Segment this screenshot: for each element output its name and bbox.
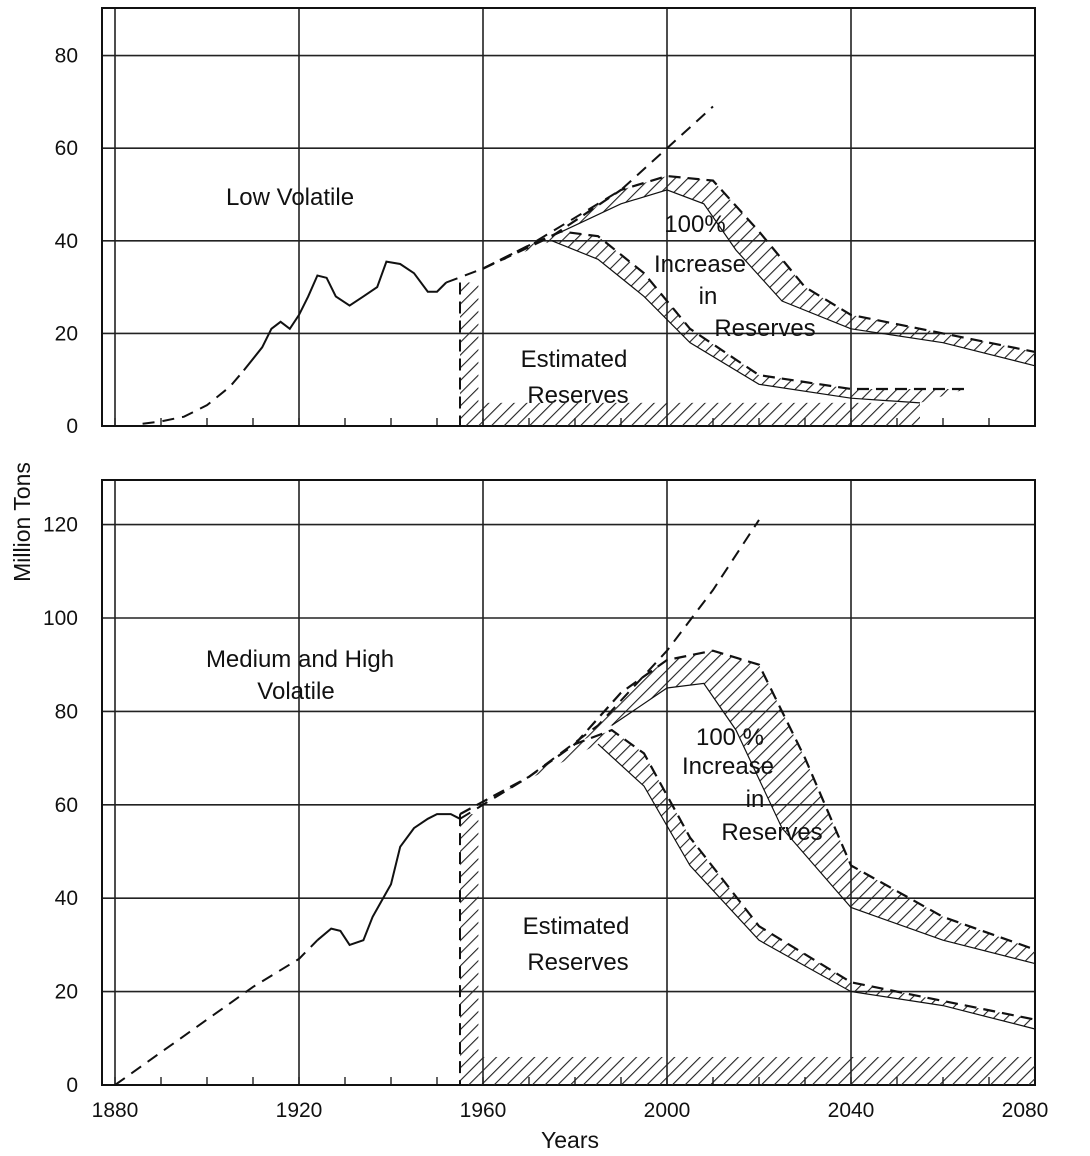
panel-label-line1: Medium and High xyxy=(206,646,394,673)
increase-reserves-band xyxy=(575,650,1035,964)
increase-label-line2: Increase xyxy=(654,251,746,278)
series-historical xyxy=(243,260,447,372)
low-volatile-panel: 0 20 40 60 80 Low Volatile Estimated Reserve… xyxy=(55,7,1036,438)
y-tick-label: 80 xyxy=(55,700,78,723)
series-dashed-trend xyxy=(445,105,714,284)
estimated-label-line1: Estimated xyxy=(523,913,630,940)
y-tick-label: 0 xyxy=(66,1074,78,1097)
series-historical-early xyxy=(142,369,245,425)
y-tick-label: 40 xyxy=(55,230,78,253)
series-estimated-lower xyxy=(551,240,921,404)
y-tick-label: 20 xyxy=(55,981,78,1004)
series-historical-early xyxy=(114,939,319,1086)
estimated-label-line2: Reserves xyxy=(527,949,628,976)
series-increase-peak-upper xyxy=(574,649,1036,951)
increase-label-line3: in xyxy=(699,283,718,310)
x-tick-label: 1960 xyxy=(460,1099,507,1122)
increase-label-line3: in xyxy=(746,786,765,813)
increase-label-line4: Reserves xyxy=(721,819,822,846)
increase-label-line4: Reserves xyxy=(714,315,815,342)
hatched-regions xyxy=(459,176,1035,426)
series-lines xyxy=(114,519,1036,1086)
estimated-bottom-strip xyxy=(478,1056,1035,1085)
hatched-regions xyxy=(459,650,1035,1085)
y-tick-label: 120 xyxy=(43,514,78,537)
series-increase-peak-lower xyxy=(551,189,1036,367)
series-estimated-upper xyxy=(459,728,1036,1021)
x-tick-label: 1880 xyxy=(92,1099,139,1122)
y-tick-labels: 0 20 40 60 80 100 120 xyxy=(43,514,78,1097)
y-tick-labels: 0 20 40 60 80 xyxy=(55,45,78,438)
estimated-vertical-strip xyxy=(460,282,479,426)
y-tick-label: 80 xyxy=(55,45,78,68)
panel-label-line2: Volatile xyxy=(257,678,334,705)
series-estimated-lower xyxy=(597,743,1036,1030)
estimated-reserves-band xyxy=(483,231,966,403)
estimated-vertical-strip xyxy=(460,814,479,1085)
x-tick-label: 2040 xyxy=(828,1099,875,1122)
estimated-label-line1: Estimated xyxy=(521,346,628,373)
x-tick-labels: 1880 1920 1960 2000 2040 2080 xyxy=(92,1099,1049,1122)
series-increase-peak-upper xyxy=(482,174,1036,353)
series-lines xyxy=(142,105,1036,425)
estimated-label-line2: Reserves xyxy=(527,382,628,409)
increase-label-line1: 100% xyxy=(664,211,725,238)
increase-label-line2: Increase xyxy=(682,753,774,780)
increase-label-line1: 100 % xyxy=(696,724,764,751)
y-tick-label: 60 xyxy=(55,794,78,817)
x-axis-label: Years xyxy=(541,1127,599,1153)
series-increase-peak-lower xyxy=(611,682,1036,965)
y-tick-label: 40 xyxy=(55,887,78,910)
y-tick-label: 0 xyxy=(66,415,78,438)
increase-reserves-band xyxy=(483,176,1035,366)
y-tick-label: 60 xyxy=(55,137,78,160)
y-axis-label: Million Tons xyxy=(9,462,35,582)
estimated-bottom-strip xyxy=(478,402,920,426)
x-tick-label: 2000 xyxy=(644,1099,691,1122)
x-tick-label: 1920 xyxy=(276,1099,323,1122)
x-tick-label: 2080 xyxy=(1002,1099,1049,1122)
panel-label: Low Volatile xyxy=(226,184,354,211)
series-historical xyxy=(316,813,461,947)
series-estimated-upper xyxy=(482,230,966,391)
y-tick-label: 100 xyxy=(43,607,78,630)
y-tick-label: 20 xyxy=(55,322,78,345)
medium-high-volatile-panel: 0 20 40 60 80 100 120 Medium and High Volatile… xyxy=(43,479,1036,1097)
